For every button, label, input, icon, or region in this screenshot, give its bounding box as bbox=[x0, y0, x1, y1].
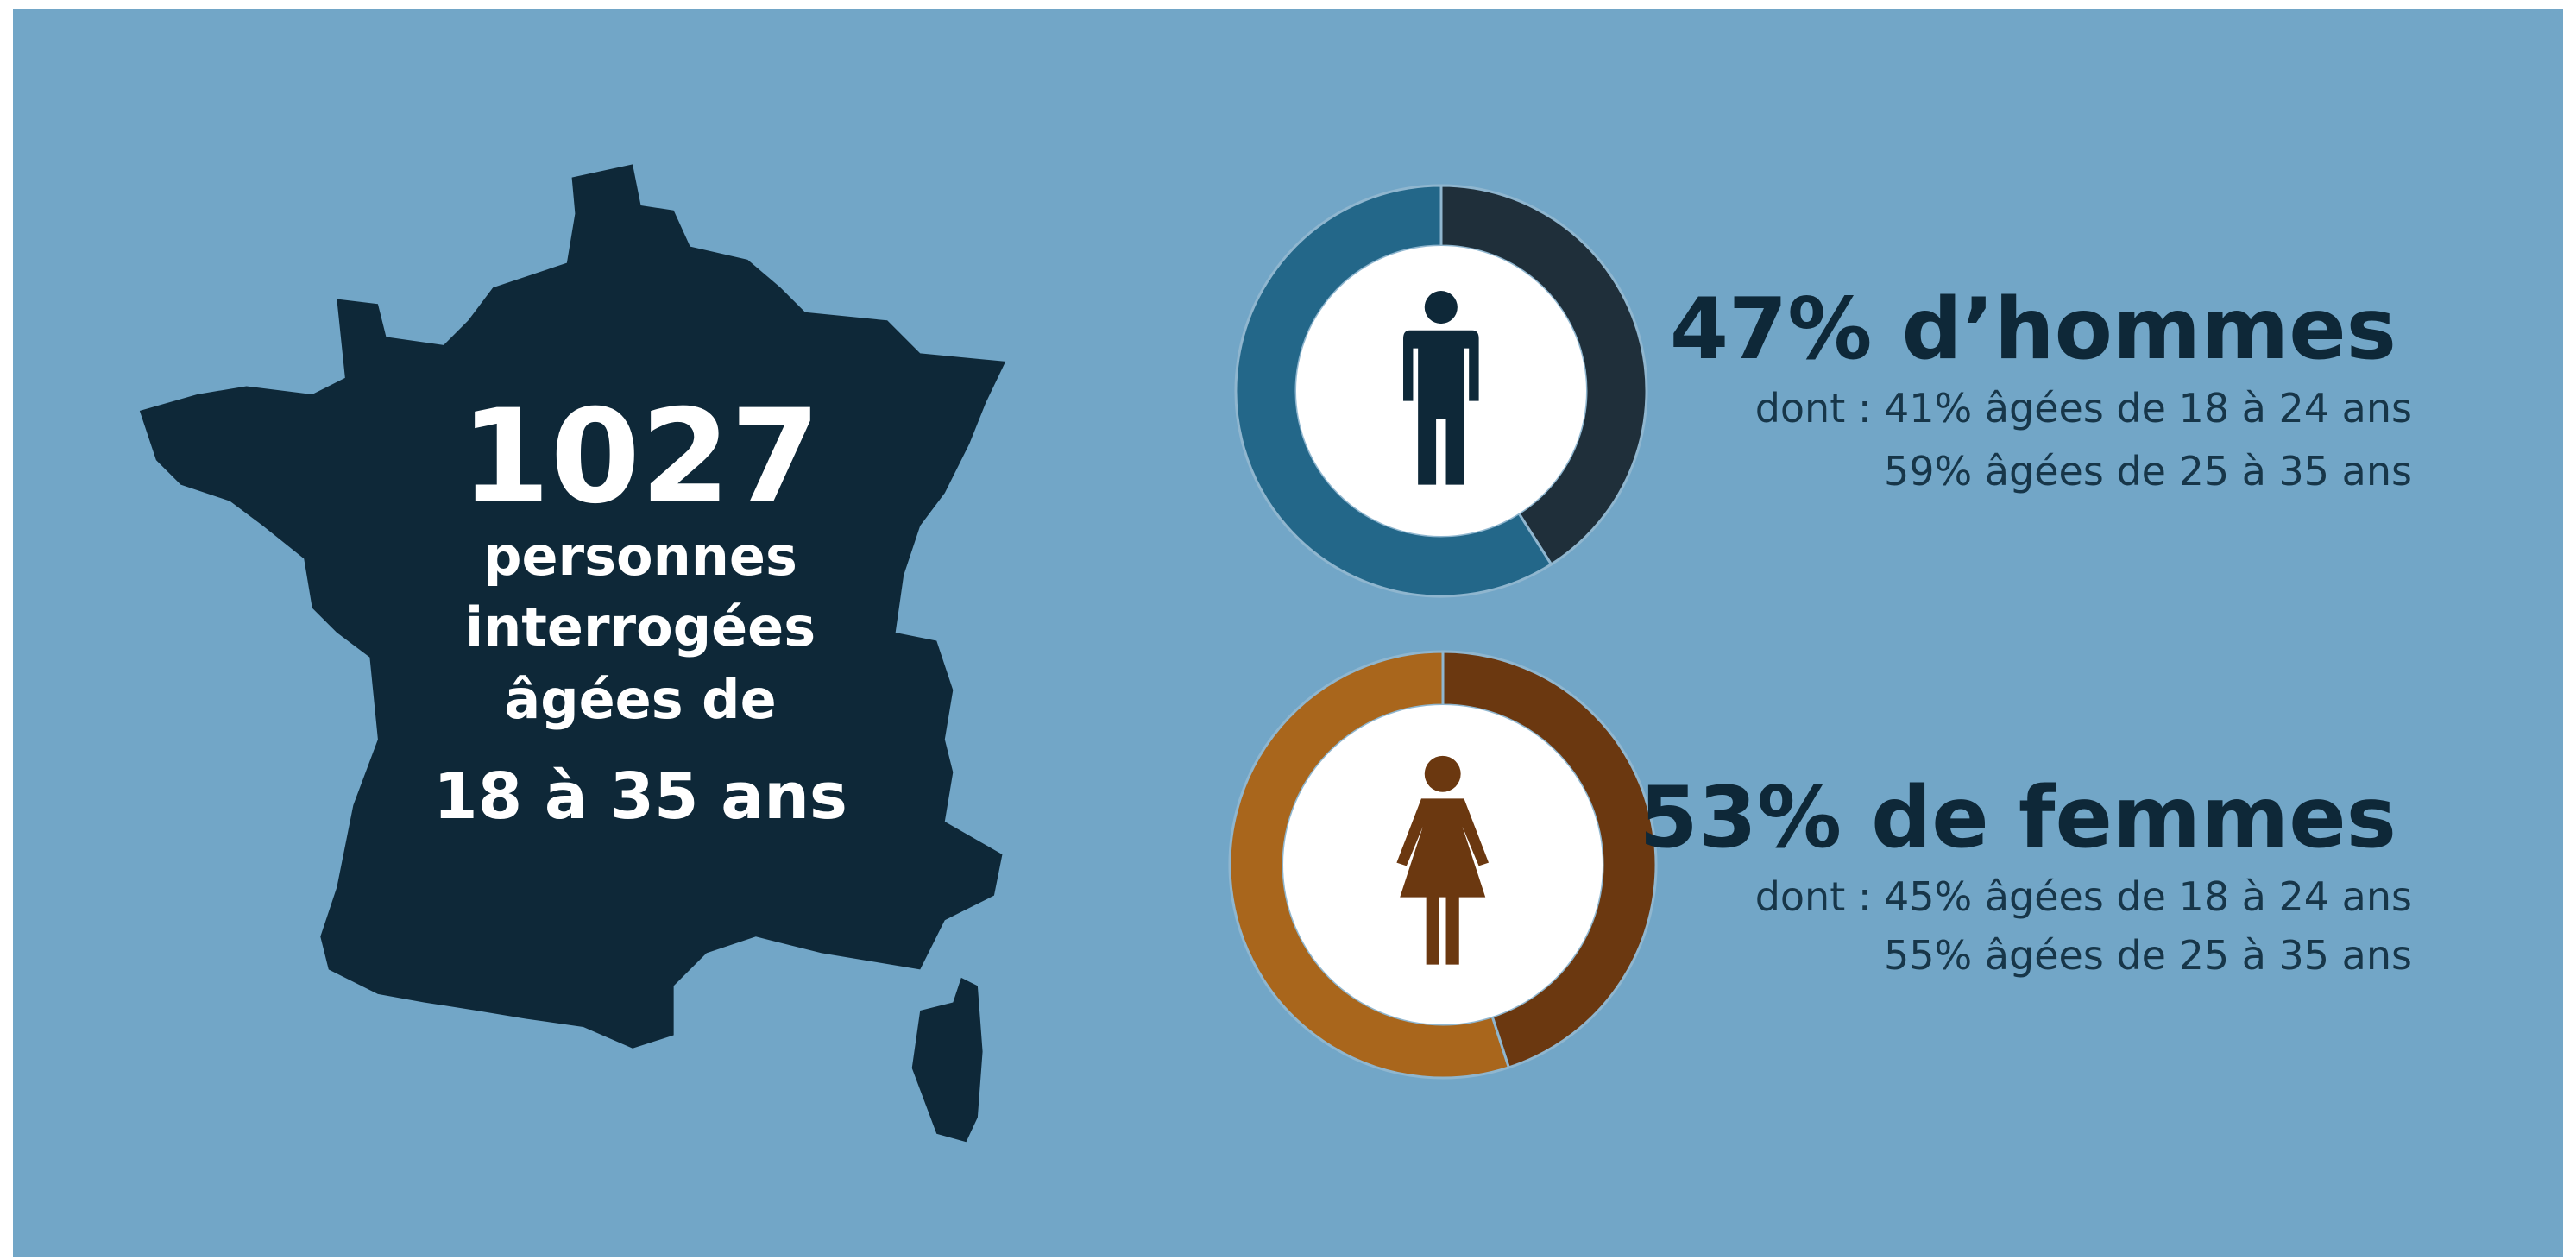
icon-head bbox=[1424, 291, 1458, 324]
headline-number: 1027 bbox=[460, 382, 820, 532]
legend-entry: dont : 41% âgées de 18 à 24 ans bbox=[1755, 385, 2412, 432]
icon-body bbox=[1403, 330, 1479, 485]
legend-entry: 59% âgées de 25 à 35 ans bbox=[1884, 448, 2412, 495]
man-icon bbox=[1403, 291, 1479, 485]
icon-body bbox=[1396, 798, 1490, 965]
headline-line: âgées de bbox=[504, 668, 776, 731]
donut-title: 53% de femmes bbox=[1639, 769, 2396, 867]
legend-entry: 55% âgées de 25 à 35 ans bbox=[1884, 932, 2412, 979]
headline-line: interrogées bbox=[465, 595, 816, 658]
woman-icon bbox=[1396, 755, 1490, 965]
mainland bbox=[139, 164, 1006, 1049]
legend-entry: dont : 45% âgées de 18 à 24 ans bbox=[1755, 873, 2412, 920]
corsica bbox=[911, 977, 983, 1143]
headline-line: 18 à 35 ans bbox=[433, 759, 847, 834]
donut-title: 47% d’hommes bbox=[1670, 280, 2396, 379]
france-map bbox=[139, 164, 1006, 1143]
headline-line: personnes bbox=[483, 525, 797, 588]
icon-head bbox=[1424, 755, 1461, 792]
